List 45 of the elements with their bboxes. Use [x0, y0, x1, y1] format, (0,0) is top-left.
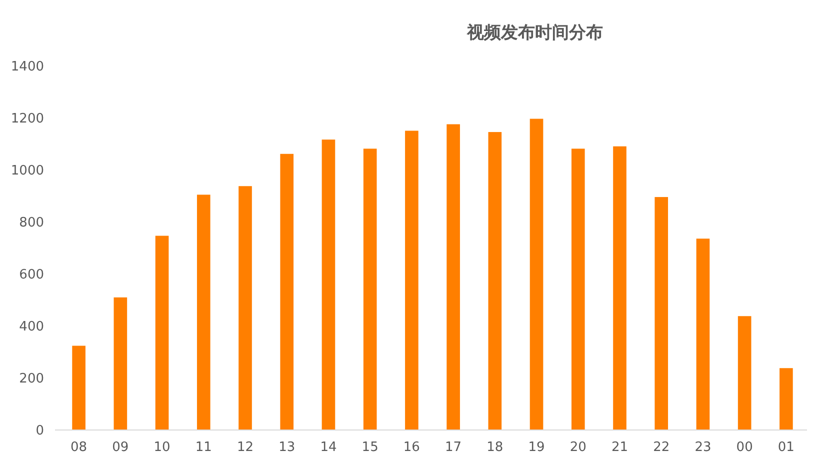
x-tick-label: 01 [778, 440, 794, 455]
chart-title: 视频发布时间分布 [466, 23, 603, 43]
bar [530, 118, 544, 430]
bar [654, 197, 668, 430]
y-tick-label: 1400 [10, 60, 44, 75]
x-tick-label: 16 [403, 440, 420, 455]
bar [780, 368, 793, 430]
y-tick-label: 0 [36, 424, 44, 439]
bar [114, 297, 128, 430]
x-tick-label: 10 [154, 440, 170, 455]
bar [738, 316, 752, 430]
x-tick-label: 00 [736, 440, 753, 455]
bar [571, 148, 585, 430]
bar [322, 140, 336, 430]
bar [488, 132, 502, 430]
y-tick-label: 400 [19, 320, 44, 335]
bar [280, 154, 294, 430]
bar [613, 146, 626, 430]
bar [72, 346, 86, 430]
bar [196, 194, 210, 430]
x-tick-label: 11 [195, 440, 212, 455]
x-tick-label: 08 [70, 440, 88, 455]
x-tick-label: 23 [694, 440, 712, 455]
bar [155, 236, 169, 430]
y-tick-label: 600 [19, 268, 44, 283]
x-tick-label: 17 [445, 440, 462, 455]
x-tick-label: 12 [236, 440, 254, 455]
bar [446, 124, 460, 430]
x-tick-label: 13 [278, 440, 296, 455]
bar [405, 130, 418, 430]
x-tick-label: 14 [320, 440, 337, 455]
bar [363, 148, 377, 430]
x-tick-label: 09 [112, 440, 129, 455]
y-tick-label: 800 [19, 216, 44, 231]
x-tick-label: 20 [570, 440, 586, 455]
bar [238, 186, 252, 430]
x-tick-label: 15 [362, 440, 378, 455]
y-tick-label: 1200 [10, 112, 44, 127]
y-tick-label: 200 [19, 372, 44, 387]
x-tick-label: 18 [486, 440, 504, 455]
x-tick-label: 19 [528, 440, 545, 455]
x-tick-label: 21 [611, 440, 628, 455]
bar [696, 238, 710, 430]
y-tick-label: 1000 [10, 164, 44, 179]
x-tick-label: 22 [653, 440, 670, 455]
